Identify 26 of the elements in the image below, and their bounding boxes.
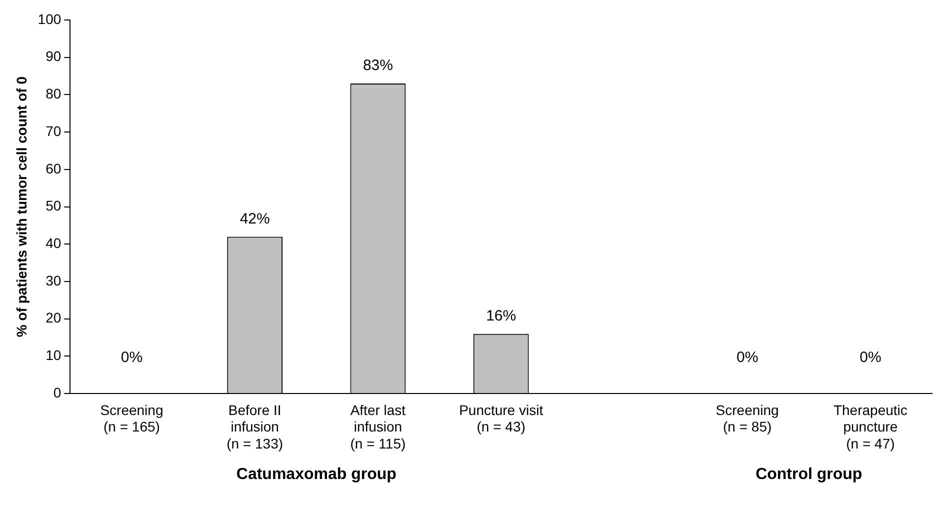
text: Control group <box>756 466 862 483</box>
y-tick-label: 100 <box>38 10 62 27</box>
data-label: 16% <box>486 307 516 324</box>
data-label: 0% <box>736 349 758 366</box>
y-tick-label: 50 <box>46 198 62 214</box>
x-tick-label: Screening (n = 165) <box>100 402 164 435</box>
y-tick-label: 20 <box>46 310 62 326</box>
data-label: 42% <box>240 210 270 228</box>
y-tick-label: 60 <box>46 160 62 176</box>
x-tick-label: After last infusion (n = 115) <box>350 402 406 452</box>
y-tick-label: 30 <box>46 272 62 288</box>
data-label: 0% <box>120 349 143 366</box>
y-tick-label: 10 <box>46 347 62 364</box>
x-tick-label: Screening (n = 85) <box>716 402 779 435</box>
y-axis-title: % of patients with tumor cell count of 0 <box>13 76 30 338</box>
x-tick-label: Before II infusion (n = 133) <box>226 402 284 452</box>
y-tick-label: 0 <box>53 384 62 400</box>
y-tick-label: 70 <box>46 122 62 139</box>
x-tick-label: Puncture visit (n = 43) <box>459 402 544 435</box>
y-tick-label: 90 <box>46 48 62 64</box>
y-tick-label: 80 <box>46 86 62 102</box>
text: Catumaxomab group <box>236 466 397 483</box>
data-label: 83% <box>362 57 393 74</box>
data-label: 0% <box>860 349 882 366</box>
x-tick-label: Therapeutic puncture (n = 47) <box>833 402 908 452</box>
y-tick-label: 40 <box>46 235 62 252</box>
